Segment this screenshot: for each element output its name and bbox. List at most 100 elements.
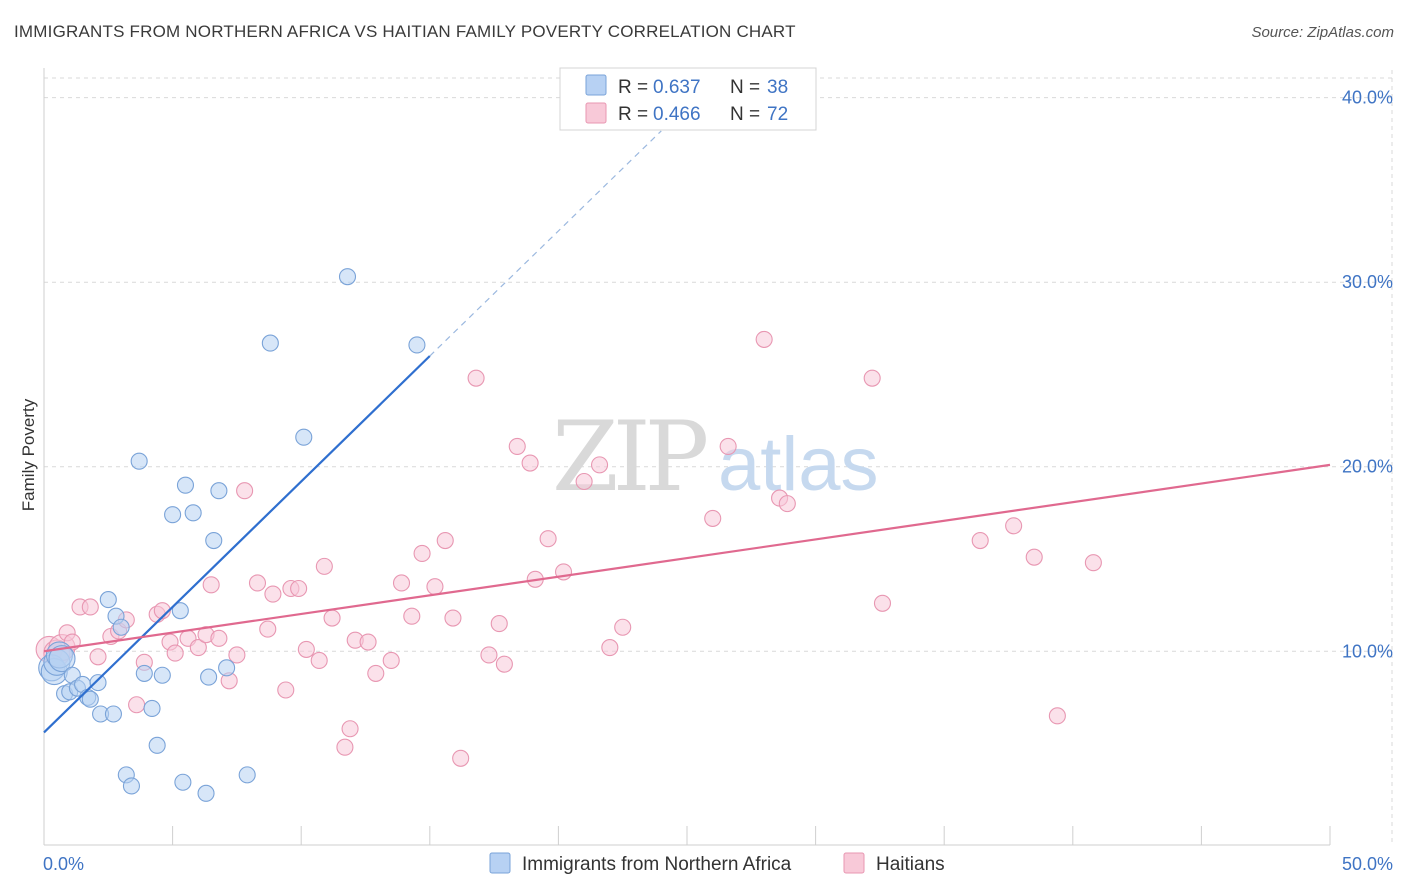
y-axis-title: Family Poverty [19,398,38,511]
point-immigrants-21 [135,664,153,682]
y-tick-labels: 10.0% 20.0% 30.0% 40.0% [1342,88,1393,662]
point-haitians-30 [290,579,308,598]
point-haitians-52 [508,437,526,455]
point-immigrants-28 [176,476,195,494]
legend-r-label-2: R = [618,104,648,125]
y-tick-label-1: 20.0% [1342,457,1393,477]
point-immigrants-25 [164,506,182,524]
source-label: Source: ZipAtlas.com [1251,24,1394,41]
point-haitians-67 [873,594,892,612]
point-immigrants-15 [104,705,122,723]
point-immigrants-38 [338,268,357,286]
point-haitians-24 [236,482,254,500]
legend-r-value-1: 0.637 [653,77,701,98]
point-immigrants-4 [48,645,76,673]
point-immigrants-24 [153,666,171,684]
trend-lines [43,130,1331,734]
point-haitians-6 [81,598,99,616]
x-tick-label-1: 50.0% [1342,854,1393,874]
point-haitians-51 [495,655,513,673]
watermark-zip: ZIP [552,401,707,513]
point-haitians-44 [426,578,444,596]
point-haitians-66 [863,369,881,387]
series-swatch-blue [489,852,511,874]
point-immigrants-14 [99,591,117,609]
point-immigrants-37 [295,428,313,446]
point-haitians-35 [336,738,354,756]
point-haitians-71 [1048,707,1066,725]
point-immigrants-26 [171,602,189,620]
point-immigrants-36 [261,334,279,352]
point-haitians-69 [1005,517,1023,535]
series-swatch-pink [843,852,865,874]
trend-line-immigrants-extension [429,130,662,357]
x-tick-label-0: 0.0% [43,854,84,874]
legend-r-value-2: 0.466 [653,104,701,125]
point-haitians-47 [452,749,470,767]
point-haitians-72 [1084,554,1102,572]
point-immigrants-30 [197,784,215,802]
point-haitians-11 [128,696,146,714]
point-haitians-42 [403,607,421,625]
point-haitians-26 [259,620,277,638]
y-tick-label-2: 30.0% [1342,272,1393,292]
point-haitians-58 [591,456,609,474]
point-immigrants-35 [238,766,256,784]
point-haitians-57 [575,472,593,491]
series-label-pink: Haitians [876,854,945,875]
x-tick-labels: 0.0% 50.0% [43,854,1393,874]
point-haitians-63 [755,330,773,348]
legend-n-label-2: N = [730,104,760,125]
point-immigrants-27 [174,773,192,791]
axes [43,68,1331,846]
point-immigrants-32 [205,531,223,550]
point-haitians-31 [297,640,315,658]
chart-title: IMMIGRANTS FROM NORTHERN AFRICA VS HAITI… [14,22,796,41]
point-haitians-28 [277,681,295,699]
point-haitians-53 [521,454,539,472]
point-immigrants-12 [89,674,107,692]
point-immigrants-22 [143,699,161,718]
point-haitians-36 [341,720,359,738]
point-haitians-40 [382,651,400,670]
series-legend: Immigrants from Northern Africa Haitians [489,852,945,875]
point-haitians-61 [704,509,722,527]
point-haitians-46 [444,609,462,627]
point-haitians-18 [189,639,207,657]
legend-swatch-blue [585,74,607,96]
point-immigrants-11 [81,690,99,708]
point-haitians-45 [436,531,454,550]
point-haitians-38 [359,633,377,651]
point-haitians-43 [413,544,431,563]
point-haitians-7 [89,648,107,666]
trend-line-immigrants [43,355,431,734]
point-immigrants-17 [112,618,130,636]
point-haitians-48 [467,369,485,387]
point-haitians-34 [323,609,341,627]
point-haitians-55 [539,530,557,548]
watermark-atlas: atlas [718,422,879,507]
point-haitians-27 [264,585,282,603]
point-haitians-33 [315,557,333,575]
point-immigrants-23 [148,736,166,754]
point-immigrants-29 [184,504,202,522]
legend-swatch-pink [585,102,607,124]
point-haitians-39 [367,664,385,682]
point-immigrants-34 [218,659,236,677]
y-tick-label-0: 10.0% [1342,641,1393,661]
point-haitians-68 [971,531,989,550]
point-haitians-70 [1025,548,1043,566]
point-haitians-32 [310,651,328,670]
point-haitians-41 [392,574,411,592]
point-immigrants-31 [200,668,218,686]
legend-n-value-1: 38 [767,77,788,98]
legend-r-label-1: R = [618,77,648,98]
legend-n-value-2: 72 [767,104,788,125]
series-label-blue: Immigrants from Northern Africa [522,854,792,875]
point-haitians-21 [210,629,228,647]
y-tick-label-3: 40.0% [1342,88,1393,108]
point-immigrants-39 [408,336,426,354]
point-haitians-23 [228,646,246,664]
stats-legend: R = 0.637 N = 38 R = 0.466 N = 72 [559,67,817,131]
